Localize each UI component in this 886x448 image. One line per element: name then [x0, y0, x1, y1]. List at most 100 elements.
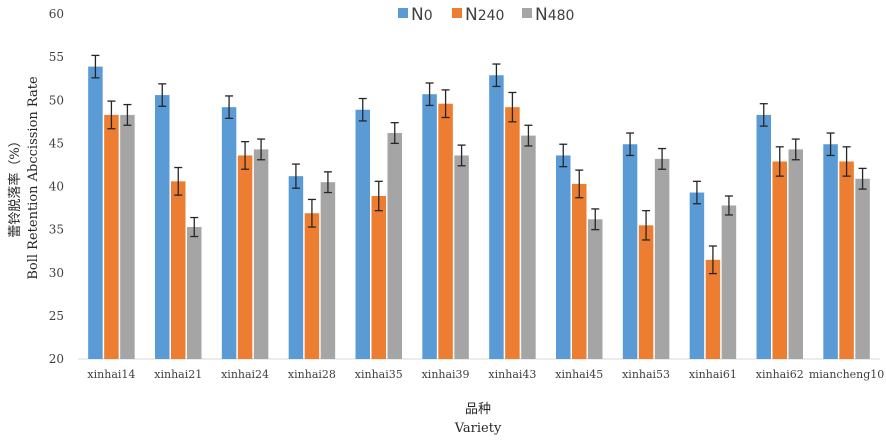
error-bar-N480-xinhai28 [323, 171, 332, 194]
legend-label: N240 [465, 5, 504, 25]
bar-N480-xinhai21 [187, 227, 202, 359]
bar-N240-xinhai21 [171, 181, 186, 359]
legend-item-N240: N240 [452, 5, 504, 25]
bar-N480-xinhai39 [454, 155, 469, 359]
bar-N240-xinhai62 [772, 161, 787, 359]
error-bar-N480-xinhai39 [457, 144, 466, 167]
bar-N0-xinhai39 [422, 94, 437, 360]
x-tick-label: xinhai35 [355, 368, 403, 381]
error-bar-N0-xinhai14 [91, 54, 100, 79]
bar-N240-xinhai43 [505, 107, 520, 360]
error-bar-N240-xinhai62 [775, 146, 784, 177]
error-bar-N0-miancheng10 [826, 132, 835, 157]
bar-N240-xinhai53 [638, 225, 654, 359]
error-bar-N0-xinhai28 [291, 163, 300, 189]
x-tick-label: xinhai24 [221, 368, 269, 381]
bar-N480-xinhai35 [387, 133, 402, 359]
error-bar-N240-xinhai28 [307, 198, 316, 228]
bar-N480-xinhai61 [721, 205, 737, 359]
error-bar-N0-xinhai61 [692, 180, 701, 205]
bar-N240-miancheng10 [839, 161, 854, 359]
y-tick-label: 50 [49, 93, 64, 107]
y-tick-label: 55 [49, 50, 64, 64]
bar-N240-xinhai35 [371, 195, 386, 359]
bar-N480-xinhai45 [588, 219, 603, 359]
legend-label: N0 [411, 5, 433, 25]
legend-item-N480: N480 [522, 5, 574, 25]
y-tick-label: 45 [49, 136, 64, 150]
y-tick-label: 30 [49, 266, 64, 280]
bar-N0-xinhai45 [556, 155, 571, 359]
bar-N240-xinhai24 [237, 155, 253, 359]
error-bar-N480-miancheng10 [858, 167, 867, 190]
x-axis-title-cn: 品种 [465, 402, 491, 417]
error-bar-N240-xinhai45 [575, 169, 584, 199]
y-axis-title-cn: 蕾铃脱落率（%） [7, 134, 23, 237]
legend-item-N0: N0 [398, 5, 433, 25]
bar-N240-xinhai39 [438, 103, 453, 359]
bar-N0-xinhai43 [489, 75, 504, 360]
error-bar-N480-xinhai45 [591, 208, 600, 231]
legend-swatch [452, 8, 462, 18]
bar-N240-xinhai45 [572, 183, 587, 359]
error-bar-N480-xinhai24 [257, 138, 266, 161]
x-tick-label: xinhai62 [756, 368, 804, 381]
error-bar-N480-xinhai43 [524, 124, 533, 147]
error-bar-N0-xinhai62 [759, 103, 768, 127]
bar-N480-xinhai14 [120, 114, 135, 359]
x-tick-label: xinhai53 [622, 368, 670, 381]
legend: N0 N240 N480 [398, 5, 574, 25]
legend-swatch [398, 8, 408, 18]
x-axis-title-en: Variety [454, 421, 502, 436]
error-bar-N240-xinhai14 [107, 100, 116, 130]
bar-N0-xinhai35 [355, 109, 370, 359]
bar-N480-miancheng10 [855, 178, 870, 359]
error-bar-N0-xinhai35 [358, 97, 367, 122]
bar-N0-xinhai53 [622, 144, 638, 359]
bar-N0-xinhai21 [155, 95, 170, 359]
x-tick-label: xinhai21 [154, 368, 202, 381]
x-tick-label: xinhai14 [87, 368, 135, 381]
error-bar-N240-xinhai61 [708, 245, 717, 275]
bar-N480-xinhai43 [521, 135, 536, 359]
y-tick-label: 60 [49, 7, 64, 21]
error-bar-N0-xinhai39 [425, 82, 434, 107]
bar-N480-xinhai53 [654, 158, 670, 359]
y-axis-title-en: Boll Retention Abccission Rate [26, 76, 41, 280]
error-bar-N480-xinhai35 [390, 122, 399, 145]
bars [88, 66, 870, 360]
x-tick-label: xinhai39 [422, 368, 470, 381]
bar-N240-xinhai61 [705, 259, 721, 359]
error-bars [91, 54, 867, 275]
x-tick-label: xinhai45 [555, 368, 603, 381]
x-tick-label: xinhai61 [689, 368, 737, 381]
error-bar-N480-xinhai14 [123, 103, 132, 126]
y-tick-label: 20 [49, 352, 64, 366]
error-bar-N240-miancheng10 [842, 146, 851, 177]
error-bar-N240-xinhai24 [241, 140, 250, 170]
bar-N0-xinhai14 [88, 66, 103, 360]
y-axis-ticks: 20 25 30 35 40 45 50 55 60 [49, 7, 64, 366]
x-axis-categories: xinhai14 xinhai21 xinhai24 xinhai28 xinhai35… [87, 368, 884, 381]
bar-N480-xinhai28 [320, 182, 336, 359]
y-tick-label: 35 [49, 223, 64, 237]
x-axis-title: 品种 Variety [454, 402, 502, 436]
error-bar-N240-xinhai43 [508, 91, 517, 123]
bar-N480-xinhai62 [788, 149, 803, 359]
error-bar-N240-xinhai35 [374, 180, 383, 212]
bar-N0-xinhai28 [288, 176, 304, 359]
error-bar-N480-xinhai61 [724, 195, 733, 216]
error-bar-N480-xinhai53 [658, 147, 667, 170]
error-bar-N0-xinhai24 [225, 95, 234, 120]
error-bar-N480-xinhai21 [190, 216, 199, 238]
error-bar-N240-xinhai21 [174, 166, 183, 196]
error-bar-N480-xinhai62 [791, 138, 800, 161]
bar-N0-miancheng10 [823, 144, 838, 359]
y-axis-title: 蕾铃脱落率（%） Boll Retention Abccission Rate [7, 76, 41, 280]
error-bar-N0-xinhai43 [492, 63, 501, 88]
error-bar-N0-xinhai53 [626, 132, 635, 157]
x-tick-label: miancheng10 [809, 368, 884, 381]
x-tick-label: xinhai28 [288, 368, 336, 381]
